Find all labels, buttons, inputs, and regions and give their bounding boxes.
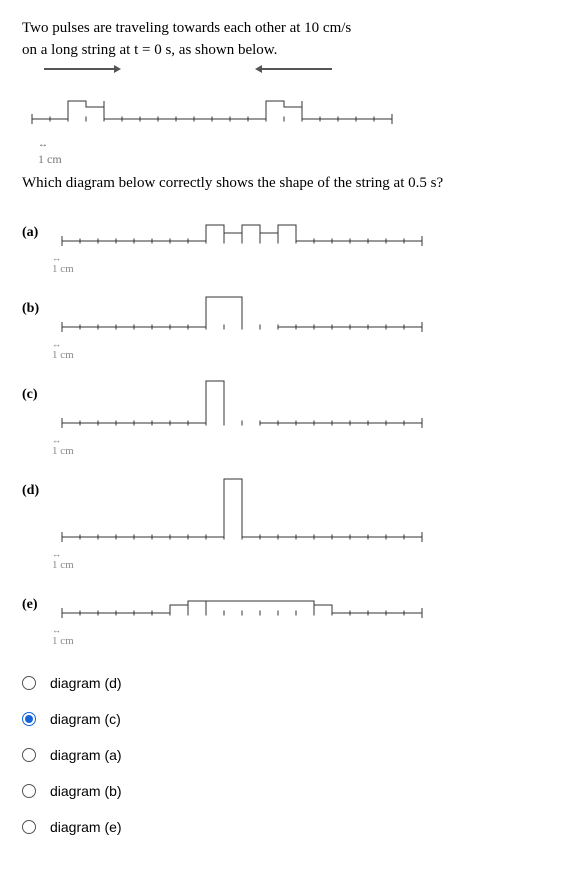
scale-label: 1 cm — [52, 635, 556, 647]
scale-arrow-icon: ↔ — [52, 339, 556, 349]
option-label: (d) — [22, 459, 52, 499]
radio-button[interactable] — [22, 712, 36, 726]
option-figure: ↔1 cm — [52, 573, 556, 647]
followup-question: Which diagram below correctly shows the … — [22, 173, 556, 193]
scale-label: 1 cm — [52, 349, 556, 361]
answer-choices: diagram (d) diagram (c) diagram (a) diagram… — [22, 675, 556, 835]
answer-label: diagram (a) — [50, 747, 122, 763]
option-label: (c) — [22, 363, 52, 403]
radio-button[interactable] — [22, 676, 36, 690]
scale-label: 1 cm — [38, 152, 556, 167]
scale-label: 1 cm — [52, 445, 556, 457]
question-line-2: on a long string at t = 0 s, as shown be… — [22, 40, 556, 60]
option-figure: ↔1 cm — [52, 201, 556, 275]
answer-option[interactable]: diagram (e) — [22, 819, 556, 835]
radio-button[interactable] — [22, 784, 36, 798]
option-row: (a)↔1 cm — [22, 201, 556, 275]
arrow-right-icon — [114, 65, 121, 73]
answer-label: diagram (d) — [50, 675, 122, 691]
option-figure: ↔1 cm — [52, 459, 556, 571]
scale-arrow-icon: ↔ — [52, 435, 556, 445]
option-row: (e)↔1 cm — [22, 573, 556, 647]
arrow-left-icon — [255, 65, 262, 73]
scale-label: 1 cm — [52, 263, 556, 275]
radio-button[interactable] — [22, 748, 36, 762]
scale-arrow-icon: ↔ — [52, 549, 556, 559]
option-row: (d)↔1 cm — [22, 459, 556, 571]
option-row: (b)↔1 cm — [22, 277, 556, 361]
option-figure: ↔1 cm — [52, 277, 556, 361]
question-line-1: Two pulses are traveling towards each ot… — [22, 18, 556, 38]
option-figure: ↔1 cm — [52, 363, 556, 457]
answer-option[interactable]: diagram (c) — [22, 711, 556, 727]
answer-option[interactable]: diagram (b) — [22, 783, 556, 799]
answer-label: diagram (e) — [50, 819, 122, 835]
option-label: (a) — [22, 201, 52, 241]
scale-label: 1 cm — [52, 559, 556, 571]
scale-arrow-icon: ↔ — [52, 253, 556, 263]
option-row: (c)↔1 cm — [22, 363, 556, 457]
arrow-line — [44, 68, 114, 70]
answer-label: diagram (c) — [50, 711, 121, 727]
option-label: (b) — [22, 277, 52, 317]
initial-pulse-figure: ↔ 1 cm — [22, 79, 556, 167]
option-label: (e) — [22, 573, 52, 613]
answer-label: diagram (b) — [50, 783, 122, 799]
answer-option[interactable]: diagram (a) — [22, 747, 556, 763]
motion-arrows — [22, 63, 382, 75]
arrow-line — [262, 68, 332, 70]
scale-arrow-icon: ↔ — [38, 139, 556, 150]
option-figures: (a)↔1 cm(b)↔1 cm(c)↔1 cm(d)↔1 cm(e)↔1 cm — [22, 201, 556, 647]
radio-button[interactable] — [22, 820, 36, 834]
scale-arrow-icon: ↔ — [52, 625, 556, 635]
answer-option[interactable]: diagram (d) — [22, 675, 556, 691]
